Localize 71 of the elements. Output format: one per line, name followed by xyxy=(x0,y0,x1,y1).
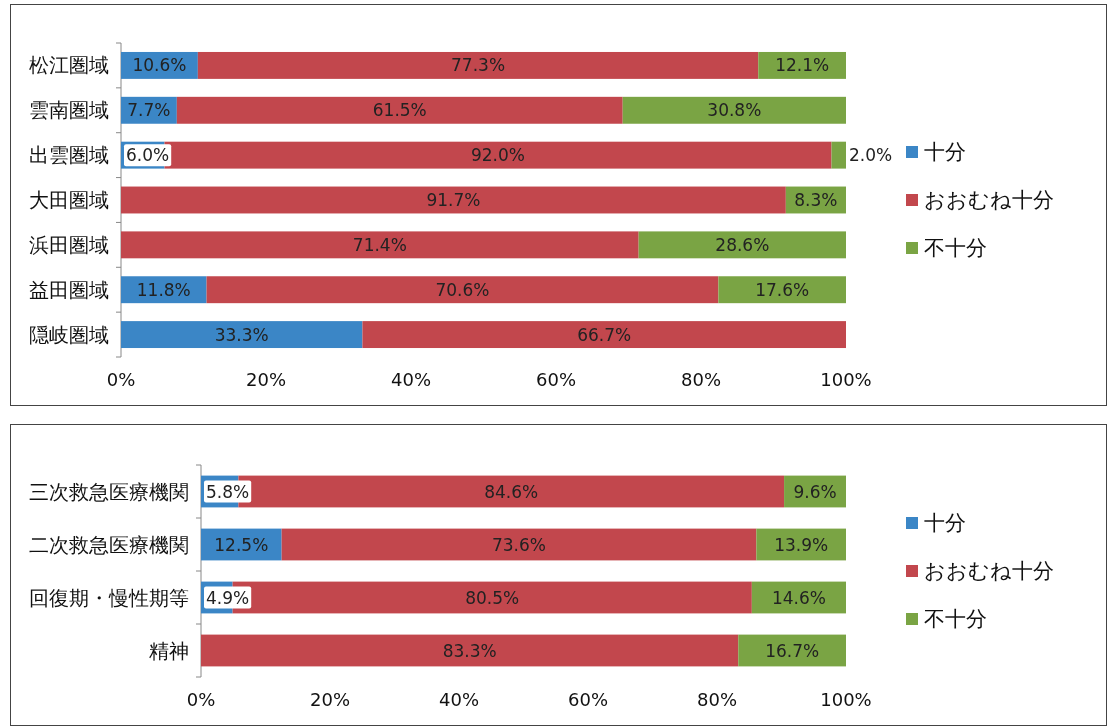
data-label: 71.4% xyxy=(352,234,407,255)
bar xyxy=(206,276,719,304)
data-label: 33.3% xyxy=(214,324,269,345)
data-label: 83.3% xyxy=(442,640,497,661)
data-label: 91.7% xyxy=(426,190,481,210)
x-tick-label: 40% xyxy=(390,368,432,390)
bar xyxy=(281,528,757,561)
legend-label: おおむね十分 xyxy=(924,559,1054,583)
data-label: 61.5% xyxy=(372,100,427,121)
x-tick-label: 60% xyxy=(535,368,577,390)
data-label: 8.3% xyxy=(794,190,838,210)
y-tick-label: 松江圏域 xyxy=(29,53,109,78)
data-label: 2.0% xyxy=(849,145,893,166)
data-label: 4.9% xyxy=(206,587,250,608)
x-tick-label: 60% xyxy=(567,688,609,710)
y-tick-label: 出雲圏域 xyxy=(29,143,109,168)
data-label: 12.1% xyxy=(775,55,830,76)
data-label: 66.7% xyxy=(577,324,632,345)
legend-label: おおむね十分 xyxy=(924,188,1054,212)
x-tick-label: 100% xyxy=(820,368,872,390)
bar xyxy=(718,276,846,304)
data-label: 80.5% xyxy=(465,587,520,608)
data-label: 10.6% xyxy=(132,55,187,76)
x-tick-label: 20% xyxy=(245,368,287,390)
x-tick-label: 0% xyxy=(106,368,136,390)
data-label: 70.6% xyxy=(435,279,490,300)
y-tick-label: 三次救急医療機関 xyxy=(29,479,189,504)
x-tick-label: 80% xyxy=(696,688,738,710)
bar xyxy=(201,634,739,667)
data-label: 73.6% xyxy=(491,534,546,555)
x-tick-label: 0% xyxy=(186,688,216,710)
y-tick-label: 益田圏域 xyxy=(29,277,109,302)
data-label: 11.8% xyxy=(136,279,191,300)
data-label: 5.8% xyxy=(206,481,250,502)
y-tick-label: 隠岐圏域 xyxy=(29,322,109,347)
y-tick-label: 浜田圏域 xyxy=(29,232,109,257)
y-tick-label: 二次救急医療機関 xyxy=(29,532,189,557)
bar xyxy=(121,186,786,214)
data-label: 28.6% xyxy=(715,234,770,255)
legend-label: 十分 xyxy=(924,140,966,164)
data-label: 84.6% xyxy=(484,481,539,502)
y-tick-label: 雲南圏域 xyxy=(29,98,109,123)
y-tick-label: 精神 xyxy=(149,638,189,663)
x-tick-label: 20% xyxy=(309,688,351,710)
x-tick-label: 80% xyxy=(680,368,722,390)
bar xyxy=(121,321,363,349)
data-label: 7.7% xyxy=(127,100,171,121)
data-label: 17.6% xyxy=(755,279,810,300)
data-label: 9.6% xyxy=(793,481,837,502)
y-tick-label: 大田圏域 xyxy=(29,188,109,212)
data-label: 16.7% xyxy=(765,640,820,661)
bar xyxy=(121,231,639,259)
data-label: 30.8% xyxy=(707,100,762,121)
bar xyxy=(362,321,846,349)
data-label: 6.0% xyxy=(126,145,170,166)
legend-label: 不十分 xyxy=(924,236,987,260)
data-label: 13.9% xyxy=(774,534,829,555)
y-tick-label: 回復期・慢性期等 xyxy=(29,585,189,610)
legend-label: 不十分 xyxy=(924,607,987,631)
data-label: 14.6% xyxy=(771,587,826,608)
bar xyxy=(622,96,846,124)
x-tick-label: 100% xyxy=(820,688,872,710)
data-label: 77.3% xyxy=(451,55,506,76)
bar xyxy=(176,96,623,124)
data-label: 92.0% xyxy=(470,145,526,166)
bar xyxy=(638,231,846,259)
bar xyxy=(831,141,846,169)
bar xyxy=(197,51,759,79)
legend-label: 十分 xyxy=(924,511,966,535)
data-label: 12.5% xyxy=(214,534,269,555)
x-tick-label: 40% xyxy=(438,688,480,710)
